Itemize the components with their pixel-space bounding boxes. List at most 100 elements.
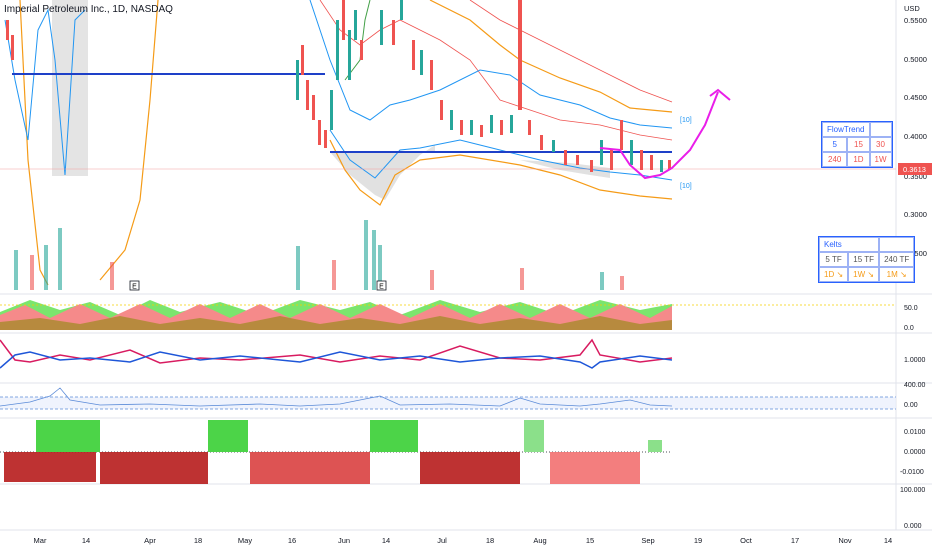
candle xyxy=(420,50,423,75)
projection-arrowhead xyxy=(709,88,731,101)
hist-bars-green xyxy=(36,420,100,452)
price-label: 0.3000 xyxy=(904,210,927,219)
price-label: 0.4000 xyxy=(904,132,927,141)
candle xyxy=(500,120,503,135)
candle xyxy=(470,120,473,135)
hist-bars-green xyxy=(208,420,248,452)
time-label: 14 xyxy=(382,536,390,545)
osc1-label: 0.0 xyxy=(904,325,914,332)
hist-bars-green xyxy=(524,420,544,452)
osc4-histogram xyxy=(4,420,662,484)
time-label: 18 xyxy=(194,536,202,545)
price-axis: USD 0.5500 0.5000 0.4500 0.4000 0.3500 0… xyxy=(904,4,927,258)
time-label: Aug xyxy=(533,536,546,545)
earnings-marker[interactable] xyxy=(376,280,387,291)
candle xyxy=(318,120,321,145)
candle xyxy=(540,135,543,150)
volume-bars xyxy=(14,220,624,290)
candle xyxy=(640,150,643,170)
candle xyxy=(354,10,357,40)
candle xyxy=(630,140,633,165)
volume-bar xyxy=(372,230,376,290)
candle xyxy=(610,150,613,170)
axis-currency: USD xyxy=(904,4,920,13)
osc3-label: 0.00 xyxy=(904,402,918,409)
osc1-area-olive xyxy=(0,316,672,330)
hist-bars-red xyxy=(250,452,370,484)
candle xyxy=(336,20,339,80)
volume-bar xyxy=(332,260,336,290)
kelts-cell: 1M ↘ xyxy=(879,267,915,282)
candle xyxy=(518,0,522,110)
price-label: 0.5000 xyxy=(904,55,927,64)
flowtrend-cell: 15 xyxy=(847,137,870,152)
candle xyxy=(480,125,483,137)
band-line-blue xyxy=(309,0,673,129)
earnings-marker[interactable] xyxy=(129,280,140,291)
candle xyxy=(342,0,345,40)
volume-bar xyxy=(44,245,48,290)
candle xyxy=(430,60,433,90)
candles xyxy=(6,0,671,172)
hist-bars-red xyxy=(4,452,96,482)
shaded-region xyxy=(52,0,88,176)
time-label: Jun xyxy=(338,536,350,545)
flowtrend-cell: 1D xyxy=(847,152,870,167)
band-label: [10] xyxy=(680,117,692,124)
time-label: Nov xyxy=(838,536,852,545)
candle xyxy=(668,160,671,170)
candle xyxy=(450,110,453,130)
price-label: 0.3500 xyxy=(904,172,927,181)
candle xyxy=(348,30,351,80)
osc-axis: 50.0 0.0 1.0000 400.00 0.00 0.0100 0.000… xyxy=(900,305,926,530)
candle xyxy=(620,120,623,150)
volume-bar xyxy=(430,270,434,290)
volume-bar xyxy=(30,255,34,290)
kelts-cell: 15 TF xyxy=(848,252,880,267)
candle xyxy=(576,155,579,165)
candle xyxy=(590,160,593,172)
time-label: 17 xyxy=(791,536,799,545)
kelts-cell: 1W ↘ xyxy=(848,267,880,282)
osc4-label: 0.0000 xyxy=(904,449,926,456)
projection-path xyxy=(599,91,719,180)
flowtrend-cell: 30 xyxy=(869,137,892,152)
earnings-marker-label: E xyxy=(379,284,384,291)
kelts-table: Kelts 5 TF 15 TF 240 TF 1D ↘ 1W ↘ 1M ↘ xyxy=(818,236,916,283)
time-label: 16 xyxy=(288,536,296,545)
volume-bar xyxy=(364,220,368,290)
osc2-line-red xyxy=(0,338,673,364)
volume-bar xyxy=(620,276,624,290)
candle xyxy=(360,40,363,60)
osc4-label: -0.0100 xyxy=(900,469,924,476)
candle xyxy=(306,80,309,110)
candle xyxy=(600,140,603,165)
candle xyxy=(440,100,443,120)
kelts-cell: 1D ↘ xyxy=(819,267,849,282)
time-label: Jul xyxy=(437,536,447,545)
flowtrend-cell: 240 xyxy=(822,152,848,167)
flowtrend-cell: 5 xyxy=(822,137,848,152)
candle xyxy=(330,90,333,130)
candle xyxy=(660,160,663,172)
earnings-marker-label: E xyxy=(132,284,137,291)
price-label: 0.2500 xyxy=(904,249,927,258)
time-label: 14 xyxy=(884,536,892,545)
kelts-title: Kelts xyxy=(819,237,880,252)
candle xyxy=(296,60,299,100)
band-line-red xyxy=(469,0,673,103)
osc4-label: 100.000 xyxy=(900,487,925,494)
candle xyxy=(11,35,14,60)
candle xyxy=(510,115,513,133)
time-label: Mar xyxy=(34,536,47,545)
hist-bars-red xyxy=(420,452,520,484)
time-label: Sep xyxy=(641,536,654,545)
band-line-orange xyxy=(429,0,673,113)
candle xyxy=(324,130,327,148)
osc4-label: 0.0100 xyxy=(904,429,926,436)
candle xyxy=(412,40,415,70)
candle xyxy=(400,0,403,20)
band-line-orange xyxy=(99,0,159,281)
current-price-tag xyxy=(898,163,932,175)
